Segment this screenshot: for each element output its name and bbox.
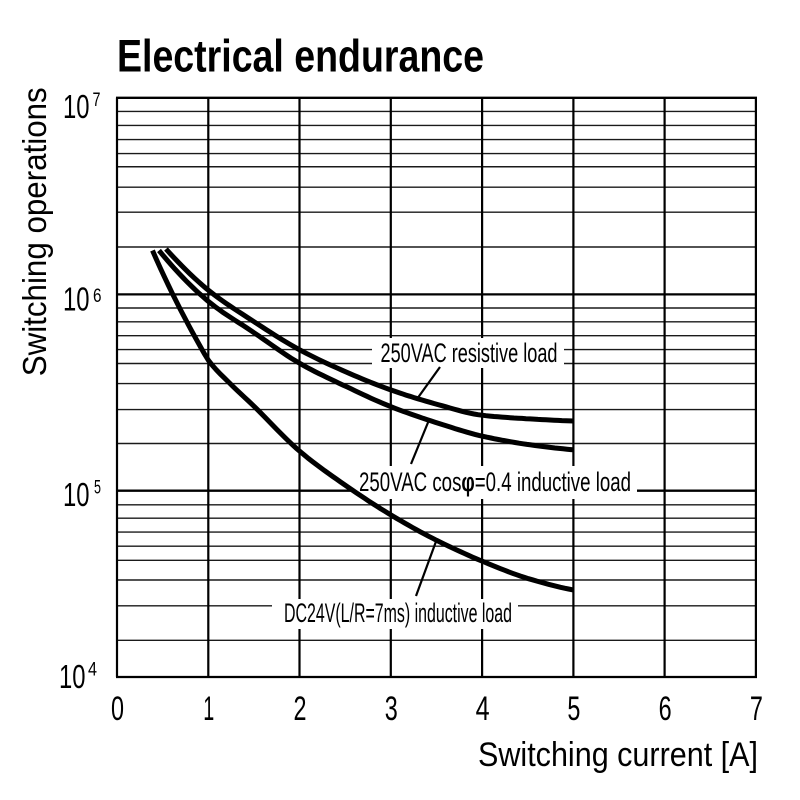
svg-text:1: 1 [203, 690, 214, 728]
svg-text:250VAC resistive load: 250VAC resistive load [381, 338, 558, 368]
svg-text:6: 6 [659, 690, 672, 728]
svg-text:10: 10 [63, 281, 90, 318]
svg-text:5: 5 [567, 690, 580, 728]
svg-text:10: 10 [63, 476, 90, 513]
svg-text:4: 4 [88, 660, 97, 681]
svg-text:10: 10 [63, 88, 90, 125]
svg-text:250VAC cosφ=0.4 inductive load: 250VAC cosφ=0.4 inductive load [359, 467, 631, 497]
svg-text:4: 4 [476, 690, 490, 728]
svg-text:7: 7 [750, 690, 763, 728]
svg-text:2: 2 [294, 690, 307, 728]
svg-text:6: 6 [93, 286, 102, 307]
svg-text:0: 0 [111, 690, 124, 728]
svg-text:Electrical endurance: Electrical endurance [117, 31, 484, 82]
svg-text:Switching operations: Switching operations [16, 87, 53, 376]
svg-text:7: 7 [93, 90, 101, 111]
svg-text:DC24V(L/R=7ms) inductive load: DC24V(L/R=7ms) inductive load [284, 598, 512, 628]
svg-text:3: 3 [385, 690, 398, 728]
svg-text:10: 10 [59, 658, 86, 695]
svg-text:5: 5 [94, 478, 101, 499]
svg-text:Switching current [A]: Switching current [A] [478, 736, 758, 774]
